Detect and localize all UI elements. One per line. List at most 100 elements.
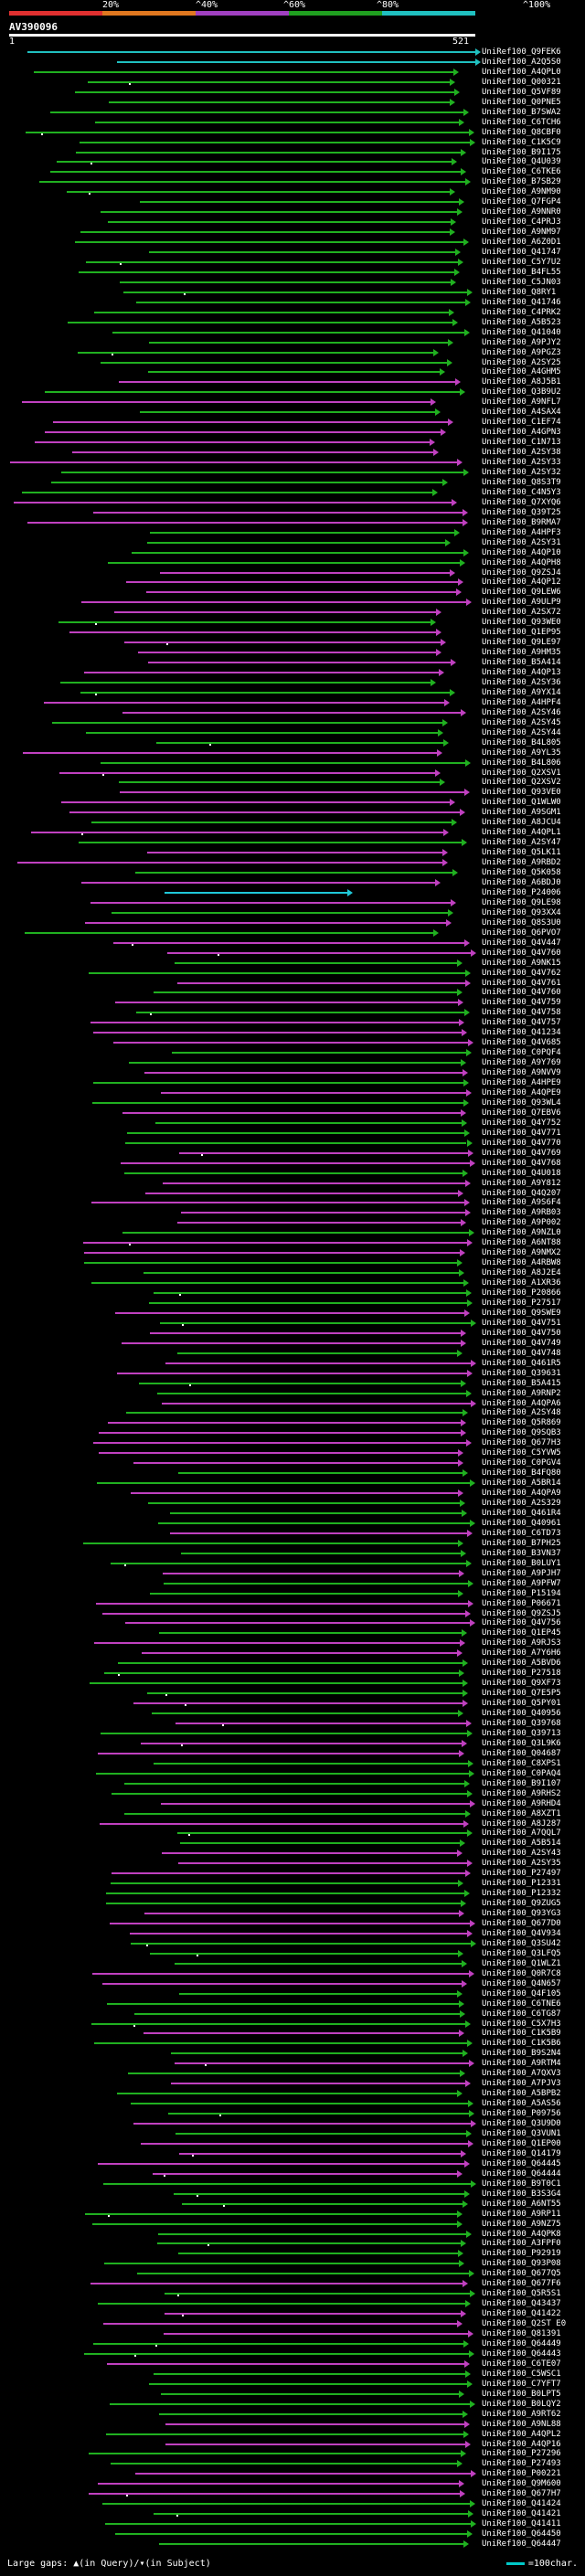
hit-label[interactable]: UniRef100_P20866 <box>482 1288 561 1299</box>
hit-line[interactable] <box>102 2503 471 2506</box>
hit-label[interactable]: UniRef100_A5AS56 <box>482 2099 561 2109</box>
hit-line[interactable] <box>90 901 451 904</box>
hit-label[interactable]: UniRef100_P06671 <box>482 1598 561 1608</box>
hit-line[interactable] <box>165 1362 471 1364</box>
hit-label[interactable]: UniRef100_A9NNR0 <box>482 207 561 217</box>
hit-line[interactable] <box>77 351 433 354</box>
hit-label[interactable]: UniRef100_Q9ZUG5 <box>482 1899 561 1909</box>
hit-line[interactable] <box>126 1412 463 1415</box>
hit-label[interactable]: UniRef100_A4QP10 <box>482 547 561 557</box>
hit-line[interactable] <box>101 761 465 764</box>
hit-label[interactable]: UniRef100_B9T0C1 <box>482 2178 561 2189</box>
hit-line[interactable] <box>122 711 462 714</box>
hit-line[interactable] <box>124 1812 466 1815</box>
hit-line[interactable] <box>162 1182 465 1184</box>
hit-label[interactable]: UniRef100_Q677H3 <box>482 1438 561 1448</box>
hit-line[interactable] <box>142 1652 458 1655</box>
hit-line[interactable] <box>66 191 450 194</box>
hit-line[interactable] <box>158 1632 463 1635</box>
hit-label[interactable]: UniRef100_A2SY45 <box>482 717 561 727</box>
hit-line[interactable] <box>125 1622 470 1625</box>
hit-label[interactable]: UniRef100_Q8RY1 <box>482 287 557 297</box>
hit-label[interactable]: UniRef100_A9RNP2 <box>482 1388 561 1398</box>
hit-line[interactable] <box>174 1962 463 1965</box>
hit-label[interactable]: UniRef100_Q7XYQ6 <box>482 497 561 507</box>
hit-label[interactable]: UniRef100_C8XPS1 <box>482 1758 561 1768</box>
hit-line[interactable] <box>146 591 456 594</box>
hit-label[interactable]: UniRef100_C7YFT7 <box>482 2379 561 2389</box>
hit-line[interactable] <box>92 1442 467 1445</box>
hit-line[interactable] <box>177 981 465 984</box>
hit-line[interactable] <box>122 1232 469 1235</box>
hit-line[interactable] <box>159 2543 464 2546</box>
hit-label[interactable]: UniRef100_A2SY25 <box>482 357 561 367</box>
hit-label[interactable]: UniRef100_P15194 <box>482 1588 561 1598</box>
hit-label[interactable]: UniRef100_A4QPL2 <box>482 2429 561 2439</box>
hit-line[interactable] <box>34 70 454 73</box>
hit-line[interactable] <box>143 2032 460 2035</box>
hit-label[interactable]: UniRef100_B7SWA2 <box>482 107 561 117</box>
hit-line[interactable] <box>39 181 466 184</box>
hit-label[interactable]: UniRef100_Q4Y752 <box>482 1118 561 1128</box>
hit-label[interactable]: UniRef100_Q9FEK6 <box>482 48 561 57</box>
hit-label[interactable]: UniRef100_Q40956 <box>482 1709 561 1719</box>
hit-label[interactable]: UniRef100_Q8S3U0 <box>482 917 561 928</box>
hit-line[interactable] <box>178 2253 459 2255</box>
hit-label[interactable]: UniRef100_Q3B9U2 <box>482 387 561 398</box>
hit-label[interactable]: UniRef100_C0PAQ4 <box>482 1768 561 1778</box>
hit-line[interactable] <box>131 551 463 554</box>
hit-label[interactable]: UniRef100_A9RTM4 <box>482 2059 561 2069</box>
hit-line[interactable] <box>115 2533 467 2536</box>
hit-line[interactable] <box>147 852 442 854</box>
hit-label[interactable]: UniRef100_C5X7H3 <box>482 2019 561 2029</box>
hit-line[interactable] <box>88 2493 460 2496</box>
hit-line[interactable] <box>69 811 461 814</box>
hit-line[interactable] <box>80 691 451 694</box>
hit-line[interactable] <box>90 2022 466 2025</box>
hit-label[interactable]: UniRef100_B7SB29 <box>482 177 561 187</box>
hit-label[interactable]: UniRef100_A6NT55 <box>482 2199 561 2209</box>
hit-label[interactable]: UniRef100_A9NMX2 <box>482 1248 561 1258</box>
hit-label[interactable]: UniRef100_B4L806 <box>482 758 561 768</box>
hit-label[interactable]: UniRef100_Q1WLZ1 <box>482 1958 561 1968</box>
hit-label[interactable]: UniRef100_Q5R869 <box>482 1418 561 1428</box>
hit-label[interactable]: UniRef100_A4SAX4 <box>482 408 561 418</box>
hit-label[interactable]: UniRef100_Q1EP45 <box>482 1628 561 1638</box>
hit-label[interactable]: UniRef100_A2SY43 <box>482 1849 561 1859</box>
hit-label[interactable]: UniRef100_P27493 <box>482 2459 561 2469</box>
hit-line[interactable] <box>52 421 448 424</box>
hit-line[interactable] <box>98 1452 459 1455</box>
hit-line[interactable] <box>84 672 440 674</box>
hit-label[interactable]: UniRef100_Q3L9K6 <box>482 1738 561 1748</box>
hit-line[interactable] <box>117 60 475 63</box>
hit-line[interactable] <box>135 872 452 875</box>
hit-line[interactable] <box>104 2523 471 2526</box>
hit-line[interactable] <box>170 1532 467 1534</box>
hit-line[interactable] <box>92 1101 463 1104</box>
hit-line[interactable] <box>179 1151 468 1154</box>
hit-line[interactable] <box>156 741 444 744</box>
hit-label[interactable]: UniRef100_A8J5B1 <box>482 377 561 387</box>
hit-line[interactable] <box>103 1672 460 1675</box>
hit-label[interactable]: UniRef100_Q461R5 <box>482 1358 561 1368</box>
hit-line[interactable] <box>97 1482 470 1485</box>
hit-line[interactable] <box>82 1542 459 1544</box>
hit-label[interactable]: UniRef100_A6NT88 <box>482 1238 561 1248</box>
hit-label[interactable]: UniRef100_A5B523 <box>482 317 561 327</box>
hit-line[interactable] <box>149 341 449 344</box>
hit-label[interactable]: UniRef100_Q4V771 <box>482 1128 561 1138</box>
hit-line[interactable] <box>88 971 466 974</box>
hit-label[interactable]: UniRef100_Q41234 <box>482 1028 561 1038</box>
hit-label[interactable]: UniRef100_P12332 <box>482 1889 561 1899</box>
hit-label[interactable]: UniRef100_Q81391 <box>482 2329 561 2339</box>
hit-line[interactable] <box>131 1492 458 1495</box>
hit-label[interactable]: UniRef100_Q1EP95 <box>482 628 561 638</box>
hit-label[interactable]: UniRef100_Q39713 <box>482 1728 561 1738</box>
hit-label[interactable]: UniRef100_Q7FGP4 <box>482 197 561 207</box>
hit-label[interactable]: UniRef100_B3VN37 <box>482 1548 561 1558</box>
hit-label[interactable]: UniRef100_A4GPN3 <box>482 428 561 438</box>
hit-label[interactable]: UniRef100_Q9LEW6 <box>482 588 561 598</box>
hit-label[interactable]: UniRef100_Q4V760 <box>482 988 561 998</box>
hit-label[interactable]: UniRef100_C6TNE6 <box>482 1998 561 2009</box>
hit-line[interactable] <box>49 171 461 174</box>
